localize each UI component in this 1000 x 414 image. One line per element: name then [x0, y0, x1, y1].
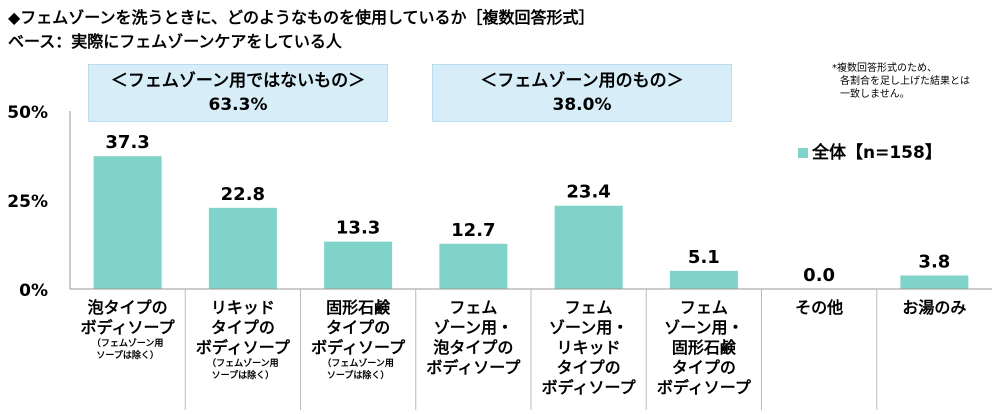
category-label-line: ボディソープ	[311, 338, 406, 357]
y-tick-label: 25%	[7, 192, 48, 212]
group-name: ＜フェムゾーン用ではないもの＞	[110, 71, 366, 91]
footnote-line: 一致しません。	[840, 89, 910, 100]
category-label-line: ゾーン用・	[664, 318, 744, 337]
category-label-line: 固形石鹸	[671, 338, 736, 357]
category-label-line: タイプの	[210, 318, 275, 337]
category-label-line: リキッド	[556, 338, 621, 357]
legend-swatch	[798, 148, 808, 158]
bar	[554, 205, 623, 289]
category-label-line: ボディソープ	[426, 358, 521, 377]
bar-value-label: 37.3	[105, 132, 149, 153]
x-category-label: フェム ゾーン用・ 泡タイプの ボディソープ	[416, 298, 530, 378]
bar	[208, 207, 277, 289]
category-label-line: ボディソープ	[195, 338, 290, 357]
category-label-note: （フェムゾーン用	[322, 359, 394, 369]
group-value: 63.3%	[208, 95, 268, 115]
x-category-label: 泡タイプの ボディソープ （フェムゾーン用 ソープは除く）	[71, 298, 185, 362]
category-label-line: フェム	[449, 298, 498, 317]
category-label-note: （フェムゾーン用	[91, 339, 164, 349]
group-box-non-femzone: ＜フェムゾーン用ではないもの＞ 63.3%	[88, 64, 388, 122]
category-label-line: タイプの	[326, 318, 391, 337]
category-label-line: フェム	[679, 298, 728, 317]
category-label-line: ボディソープ	[656, 378, 751, 397]
bar	[324, 241, 393, 289]
bar	[900, 275, 969, 289]
x-category-label: リキッド タイプの ボディソープ （フェムゾーン用 ソープは除く）	[186, 298, 300, 382]
category-label-line: 泡タイプの	[433, 338, 514, 357]
category-label-line: その他	[795, 298, 844, 317]
x-category-label: その他	[762, 298, 876, 318]
category-label-line: お湯のみ	[902, 298, 967, 317]
y-tick-label: 0%	[19, 281, 48, 301]
category-label-line: ボディソープ	[541, 378, 636, 397]
legend-label: 全体【n=158】	[812, 143, 942, 163]
footnote: *複数回答形式のため、 各割合を足し上げた結果とは 一致しません。	[832, 62, 992, 101]
bar-value-label: 0.0	[803, 265, 835, 286]
category-label-line: ゾーン用・	[433, 318, 513, 337]
category-label-note: ソープは除く）	[326, 371, 390, 381]
category-label-line: タイプの	[671, 358, 736, 377]
bar	[93, 156, 162, 289]
category-label-note: （フェムゾーン用	[207, 359, 279, 369]
x-category-label: お湯のみ	[877, 298, 991, 318]
group-box-femzone: ＜フェムゾーン用のもの＞ 38.0%	[432, 64, 732, 122]
group-name: ＜フェムゾーン用のもの＞	[480, 71, 684, 91]
bar-value-label: 23.4	[566, 182, 610, 203]
category-label-line: ボディソープ	[80, 318, 175, 337]
category-label-line: ゾーン用・	[549, 318, 629, 337]
category-label-line: 固形石鹸	[326, 298, 391, 317]
category-label-note: ソープは除く）	[96, 351, 159, 361]
group-value: 38.0%	[552, 95, 612, 115]
chart-title: ◆フェムゾーンを洗うときに、どのようなものを使用しているか［複数回答形式］	[8, 8, 595, 27]
footnote-line: *複数回答形式のため、	[832, 63, 937, 74]
x-category-label: フェム ゾーン用・ リキッド タイプの ボディソープ	[532, 298, 646, 398]
footnote-line: 各割合を足し上げた結果とは	[840, 76, 970, 87]
legend: 全体【n=158】	[798, 138, 942, 163]
category-label-line: リキッド	[210, 298, 275, 317]
chart-subtitle: ベース：実際にフェムゾーンケアをしている人	[8, 32, 342, 51]
x-category-label: フェム ゾーン用・ 固形石鹸 タイプの ボディソープ	[647, 298, 761, 398]
bar-value-label: 12.7	[451, 220, 495, 241]
bar-value-label: 22.8	[221, 184, 265, 205]
y-tick-label: 50%	[7, 103, 48, 123]
bar-value-label: 5.1	[688, 247, 720, 268]
category-label-note: ソープは除く）	[211, 371, 275, 381]
x-category-label: 固形石鹸 タイプの ボディソープ （フェムゾーン用 ソープは除く）	[301, 298, 415, 382]
bar	[669, 270, 738, 289]
bar	[439, 243, 508, 289]
bar-value-label: 3.8	[918, 251, 950, 272]
category-label-line: フェム	[564, 298, 613, 317]
category-label-line: タイプの	[556, 358, 621, 377]
bar-value-label: 13.3	[336, 218, 380, 239]
category-label-line: 泡タイプの	[87, 298, 168, 317]
